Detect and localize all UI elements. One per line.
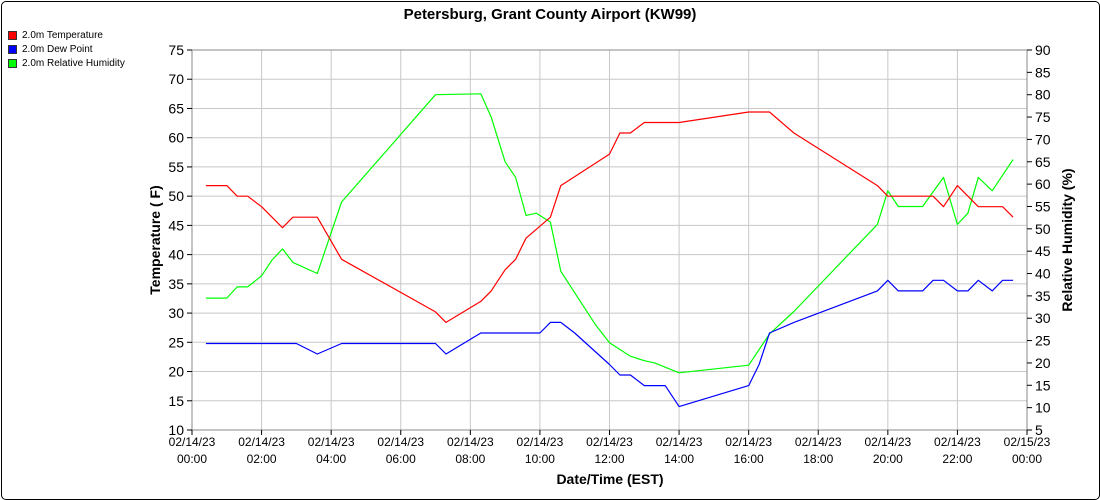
y2-tick-label: 10 — [1035, 400, 1051, 416]
y-axis-right-label: Relative Humidity (%) — [1059, 168, 1075, 311]
legend-item-relative-humidity: 2.0m Relative Humidity — [8, 56, 125, 70]
y2-tick-label: 40 — [1035, 266, 1051, 282]
y-tick-label: 45 — [168, 217, 184, 233]
y-tick-label: 20 — [168, 364, 184, 380]
x-tick-label-date: 02/15/23 — [1004, 435, 1051, 449]
y-tick-label: 15 — [168, 393, 184, 409]
x-tick-label-time: 20:00 — [873, 452, 903, 466]
x-tick-label-time: 04:00 — [316, 452, 346, 466]
y2-tick-label: 20 — [1035, 355, 1051, 371]
y-tick-label: 35 — [168, 276, 184, 292]
x-tick-label-time: 12:00 — [594, 452, 624, 466]
x-tick-label-time: 18:00 — [803, 452, 833, 466]
x-axis-label: Date/Time (EST) — [556, 471, 663, 487]
chart-title: Petersburg, Grant County Airport (KW99) — [404, 6, 697, 23]
x-tick-label-time: 08:00 — [455, 452, 485, 466]
y-tick-label: 65 — [168, 100, 184, 116]
x-tick-label-date: 02/14/23 — [447, 435, 494, 449]
legend-swatch-temperature — [8, 30, 17, 40]
x-tick-label-time: 16:00 — [734, 452, 764, 466]
y2-tick-label: 80 — [1035, 87, 1051, 103]
x-tick-label-time: 06:00 — [386, 452, 416, 466]
x-tick-label-date: 02/14/23 — [586, 435, 633, 449]
legend-item-temperature: 2.0m Temperature — [8, 28, 125, 42]
series-layer — [205, 93, 1014, 408]
y-axis-left-ticks: 10 15 20 25 30 35 40 45 50 55 60 65 70 75 — [168, 42, 192, 438]
y2-tick-label: 35 — [1035, 288, 1051, 304]
x-tick-label-date: 02/14/23 — [725, 435, 772, 449]
y2-tick-label: 70 — [1035, 131, 1051, 147]
y-axis-right-ticks: 5 10 15 20 25 30 35 40 45 50 55 60 65 70 75 80 85 90 — [1027, 42, 1051, 438]
y2-tick-label: 30 — [1035, 310, 1051, 326]
x-tick-label-date: 02/14/23 — [864, 435, 911, 449]
x-tick-label-date: 02/14/23 — [169, 435, 216, 449]
legend: 2.0m Temperature 2.0m Dew Point 2.0m Rel… — [8, 28, 125, 70]
series-line-2-0m-temperature — [205, 111, 1014, 323]
legend-label-relative-humidity: 2.0m Relative Humidity — [22, 57, 125, 69]
legend-swatch-dew-point — [8, 44, 17, 54]
y2-tick-label: 75 — [1035, 109, 1051, 125]
y-tick-label: 60 — [168, 130, 184, 146]
grid — [191, 49, 1028, 431]
y2-tick-label: 15 — [1035, 377, 1051, 393]
y-tick-label: 70 — [168, 71, 184, 87]
y2-tick-label: 90 — [1035, 42, 1051, 58]
y2-tick-label: 50 — [1035, 221, 1051, 237]
y-tick-label: 25 — [168, 334, 184, 350]
y-tick-label: 75 — [168, 42, 184, 58]
legend-label-dew-point: 2.0m Dew Point — [22, 43, 93, 55]
y2-tick-label: 65 — [1035, 154, 1051, 170]
legend-item-dew-point: 2.0m Dew Point — [8, 42, 125, 56]
x-tick-label-time: 14:00 — [664, 452, 694, 466]
x-tick-label-time: 00:00 — [177, 452, 207, 466]
series-line-2-0m-dew-point — [205, 279, 1014, 408]
y2-tick-label: 85 — [1035, 64, 1051, 80]
y-tick-label: 55 — [168, 159, 184, 175]
x-tick-label-date: 02/14/23 — [308, 435, 355, 449]
x-tick-label-date: 02/14/23 — [934, 435, 981, 449]
y2-tick-label: 5 — [1035, 422, 1043, 438]
legend-swatch-relative-humidity — [8, 58, 17, 68]
y-tick-label: 30 — [168, 305, 184, 321]
y-tick-label: 40 — [168, 247, 184, 263]
x-tick-label-time: 02:00 — [247, 452, 277, 466]
x-tick-label-date: 02/14/23 — [795, 435, 842, 449]
x-tick-label-time: 00:00 — [1012, 452, 1042, 466]
x-tick-label-date: 02/14/23 — [517, 435, 564, 449]
x-tick-label-date: 02/14/23 — [377, 435, 424, 449]
y-axis-left-label: Temperature ( F) — [147, 185, 163, 294]
x-axis-ticks: 02/14/23 00:00 02/14/23 02:00 02/14/23 04:00 0… — [169, 430, 1051, 466]
x-tick-label-date: 02/14/23 — [656, 435, 703, 449]
y2-tick-label: 60 — [1035, 176, 1051, 192]
y2-tick-label: 55 — [1035, 198, 1051, 214]
y2-tick-label: 45 — [1035, 243, 1051, 259]
y2-tick-label: 25 — [1035, 333, 1051, 349]
series-line-2-0m-relative-humidity — [205, 93, 1014, 374]
x-tick-label-time: 10:00 — [525, 452, 555, 466]
y-tick-label: 50 — [168, 188, 184, 204]
x-tick-label-time: 22:00 — [942, 452, 972, 466]
y-tick-label: 10 — [168, 422, 184, 438]
legend-label-temperature: 2.0m Temperature — [22, 29, 103, 41]
x-tick-label-date: 02/14/23 — [238, 435, 285, 449]
